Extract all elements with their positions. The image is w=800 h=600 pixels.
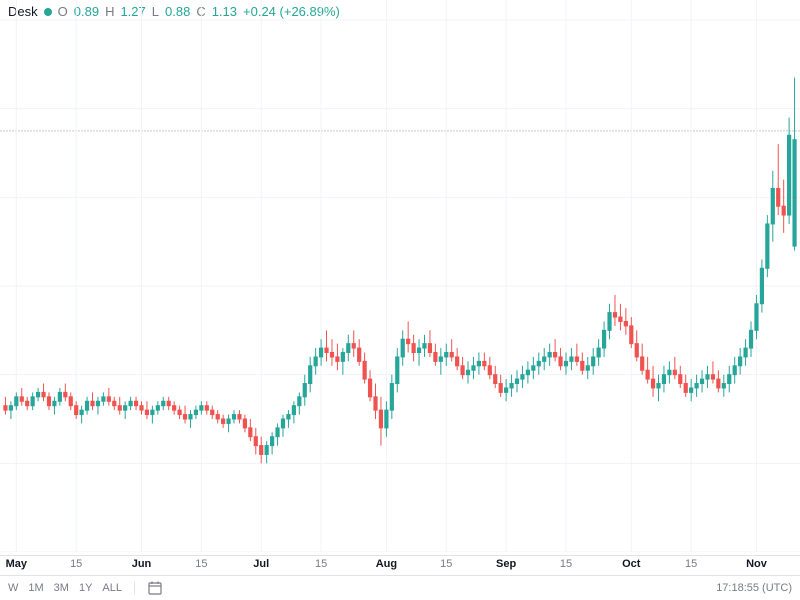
x-axis-label: Nov (746, 558, 767, 570)
x-axis: May 15 Jun 15 Jul 15 Aug 15 Sep 15 Oct 15 Nov (0, 555, 800, 576)
candlestick-chart (0, 0, 800, 552)
bottom-toolbar: W 1M 3M 1Y ALL 17:18:55 (UTC) (0, 575, 800, 600)
chart-plot[interactable] (0, 0, 800, 552)
range-buttons: W 1M 3M 1Y ALL (8, 580, 163, 596)
range-button-1y[interactable]: 1Y (79, 582, 92, 594)
range-button-all[interactable]: ALL (102, 582, 122, 594)
x-axis-label: 15 (315, 558, 327, 570)
x-axis-label: Jul (253, 558, 269, 570)
x-axis-label: Sep (496, 558, 516, 570)
x-axis-label: 15 (440, 558, 452, 570)
range-button-1m[interactable]: 1M (28, 582, 43, 594)
chart-container: Desk O0.89 H1.27 L0.88 C1.13 +0.24 (+26.… (0, 0, 800, 600)
clock-display[interactable]: 17:18:55 (UTC) (716, 582, 792, 594)
x-axis-label: 15 (70, 558, 82, 570)
x-axis-label: 15 (195, 558, 207, 570)
range-button-w[interactable]: W (8, 582, 18, 594)
x-axis-label: May (6, 558, 27, 570)
x-axis-label: Jun (132, 558, 152, 570)
calendar-icon[interactable] (147, 580, 163, 596)
x-axis-label: 15 (560, 558, 572, 570)
x-axis-label: 15 (685, 558, 697, 570)
x-axis-label: Aug (376, 558, 397, 570)
toolbar-separator (134, 581, 135, 595)
x-axis-label: Oct (622, 558, 640, 570)
range-button-3m[interactable]: 3M (54, 582, 69, 594)
